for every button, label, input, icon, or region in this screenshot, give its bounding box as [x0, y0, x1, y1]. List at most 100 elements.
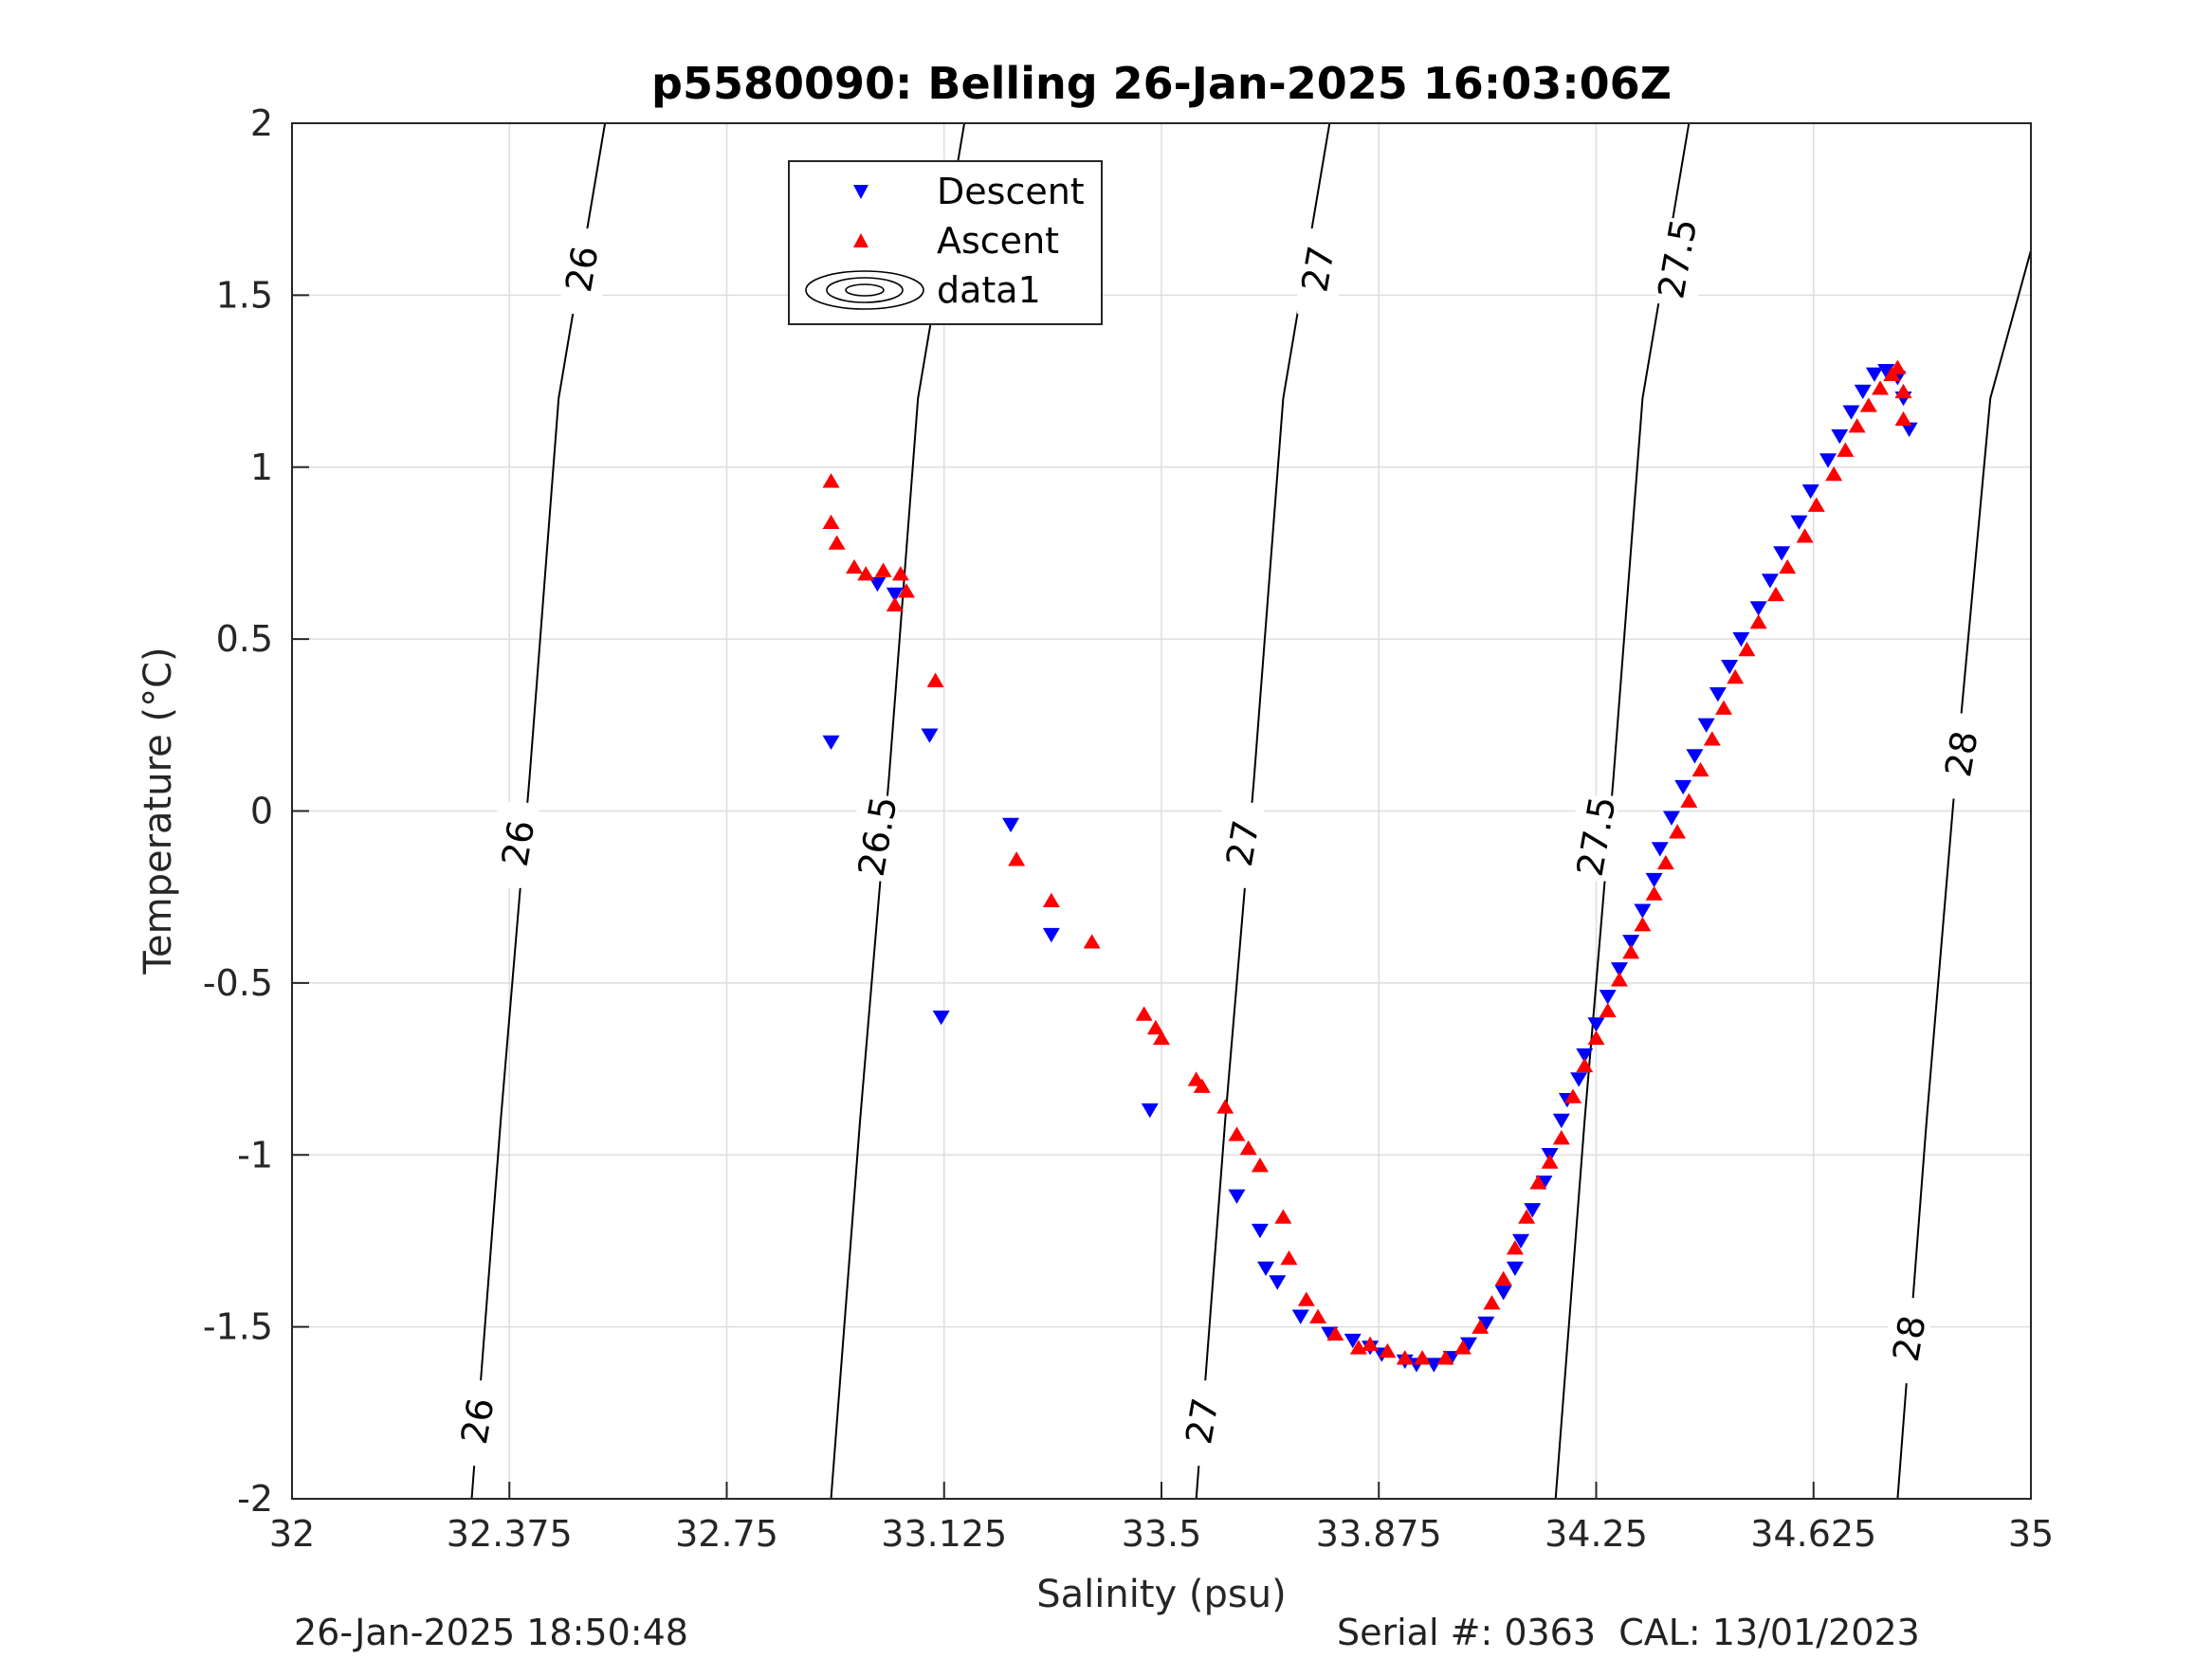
x-tick-label: 32: [269, 1513, 315, 1555]
descent-point: [1709, 686, 1727, 702]
ascent-point: [1727, 668, 1745, 684]
contour-label-bg: [1575, 795, 1618, 882]
descent-point: [1576, 1048, 1594, 1064]
x-tick-label: 34.625: [1750, 1513, 1876, 1555]
ascent-point: [1042, 892, 1060, 908]
descent-point: [1645, 872, 1663, 888]
contour-label-bg: [456, 1380, 499, 1467]
ascent-point: [1362, 1336, 1380, 1351]
descent-point: [1686, 749, 1704, 764]
descent-point: [1269, 1275, 1287, 1290]
contour-label: 27: [1293, 243, 1343, 295]
x-tick-label: 35: [2008, 1513, 2054, 1555]
descent-point: [1732, 631, 1750, 647]
ascent-point: [1872, 380, 1890, 395]
descent-point: [1570, 1072, 1588, 1087]
descent-point: [1801, 483, 1819, 500]
ascent-point: [926, 672, 944, 687]
ascent-point: [1680, 793, 1698, 808]
y-tick-label: -0.5: [203, 962, 273, 1004]
y-tick-label: -2: [237, 1478, 273, 1520]
ascent-point: [1309, 1308, 1327, 1323]
descent-point: [1587, 1017, 1605, 1032]
legend-contour-icon: [805, 270, 924, 310]
y-tick-label: 0.5: [216, 618, 273, 660]
footer-serial-cal: Serial #: 0363 CAL: 13/01/2023: [1337, 1612, 1920, 1653]
contour-label-bg: [1221, 802, 1264, 888]
descent-point: [1228, 1189, 1246, 1204]
contour-label: 28: [1937, 728, 1986, 780]
descent-point: [1854, 384, 1872, 400]
descent-point: [1002, 817, 1020, 833]
contour-label: 28: [1885, 1312, 1934, 1364]
descent-point: [1761, 574, 1779, 589]
legend: Descent Ascent data1: [788, 160, 1103, 325]
ascent-point: [1894, 410, 1912, 427]
ascent-point: [1767, 586, 1785, 602]
legend-descent-marker: [853, 185, 868, 199]
contour-label: 27: [1218, 817, 1268, 869]
ascent-point: [1848, 418, 1866, 433]
descent-point: [886, 587, 904, 603]
ascent-point: [1326, 1325, 1344, 1341]
ascent-point: [1506, 1240, 1524, 1255]
ascent-point: [1576, 1057, 1594, 1073]
ascent-point: [1216, 1099, 1234, 1114]
descent-point: [1506, 1261, 1524, 1277]
ascent-point: [1669, 824, 1687, 839]
ascent-point: [822, 473, 840, 488]
ascent-point: [1859, 397, 1877, 412]
ascent-point: [1083, 934, 1101, 949]
descent-point: [1842, 405, 1860, 420]
descent-point: [1831, 428, 1849, 445]
descent-point: [1900, 422, 1918, 437]
descent-point: [1651, 842, 1669, 857]
ascent-point: [1453, 1340, 1472, 1355]
ascent-point: [1622, 944, 1640, 959]
contour-label: 26: [558, 243, 607, 295]
ascent-point: [1703, 731, 1721, 746]
descent-point: [1425, 1358, 1443, 1373]
x-tick-label: 34.25: [1545, 1513, 1648, 1555]
ascent-point: [874, 562, 892, 577]
y-tick-label: 2: [250, 102, 273, 144]
legend-box: [788, 160, 1103, 325]
ascent-point: [1738, 641, 1756, 657]
ascent-point: [1239, 1139, 1257, 1156]
ascent-point: [886, 596, 904, 612]
contour-label-bg: [1656, 218, 1699, 304]
ascent-point: [1379, 1342, 1397, 1358]
ascent-point: [1494, 1270, 1512, 1286]
ascent-point: [1779, 558, 1797, 574]
ascent-point: [1610, 972, 1628, 987]
descent-point: [1599, 990, 1617, 1005]
descent-point: [1634, 903, 1652, 919]
contour-label-bg: [1940, 713, 1983, 799]
x-tick-label: 33.875: [1316, 1513, 1442, 1555]
ascent-point: [1483, 1295, 1501, 1310]
y-axis-label: Temperature (°C): [137, 647, 180, 975]
ascent-point: [891, 566, 909, 581]
contour-label-bg: [1888, 1298, 1930, 1384]
descent-point: [1257, 1261, 1275, 1277]
x-tick-label: 33.5: [1122, 1513, 1202, 1555]
series-ascent: [822, 359, 1912, 1365]
descent-point: [1552, 1113, 1570, 1129]
descent-point: [1042, 927, 1060, 943]
ascent-point: [845, 558, 863, 574]
ascent-point: [1889, 359, 1907, 374]
y-tick-label: -1: [237, 1134, 273, 1176]
x-tick-label: 32.375: [447, 1513, 573, 1555]
descent-point: [1610, 962, 1628, 977]
descent-point: [1291, 1309, 1309, 1324]
descent-point: [1773, 546, 1791, 561]
legend-contour-icon: [826, 277, 904, 303]
ascent-point: [1564, 1088, 1582, 1103]
ascent-point: [1228, 1126, 1246, 1141]
ascent-point: [1414, 1350, 1432, 1365]
ascent-point: [1552, 1130, 1570, 1145]
descent-point: [1141, 1103, 1159, 1119]
descent-point: [921, 728, 939, 743]
descent-point: [1662, 811, 1680, 826]
